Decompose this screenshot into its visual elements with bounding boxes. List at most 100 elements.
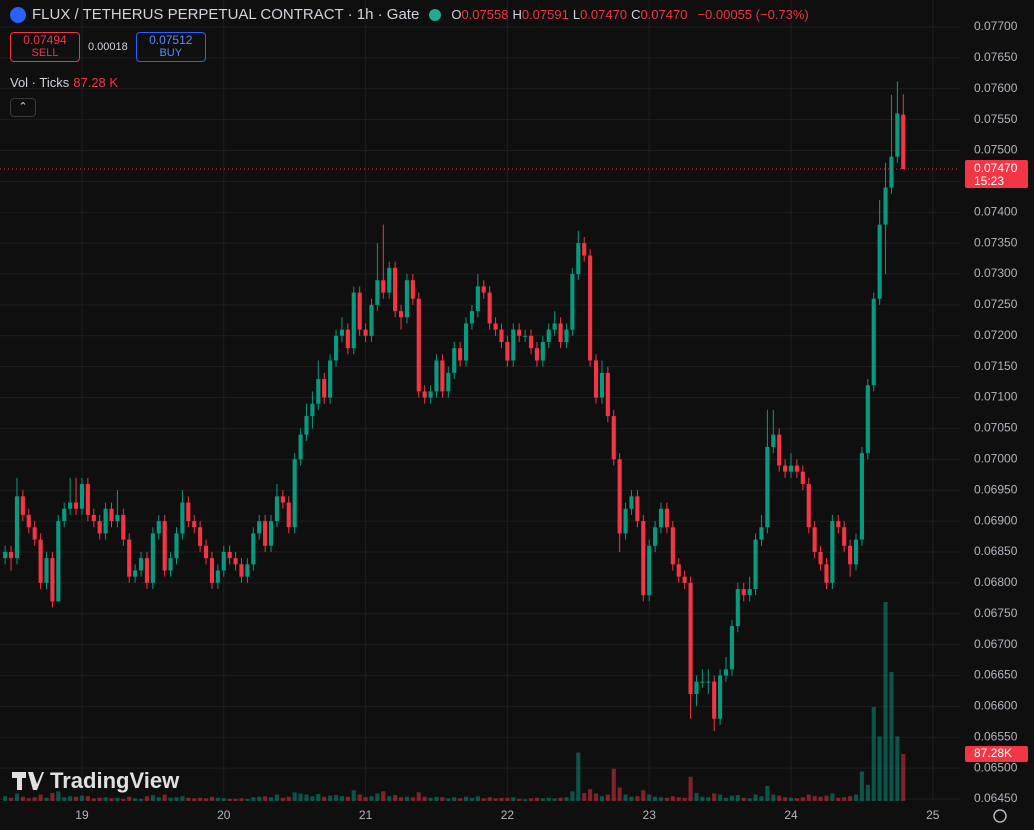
y-tick-label: 0.06650: [974, 668, 1018, 682]
candle-body: [150, 533, 155, 583]
volume-bar: [859, 771, 864, 801]
volume-bar: [458, 798, 463, 801]
candle-body: [558, 323, 563, 342]
volume-bar: [676, 797, 681, 801]
candle-body: [564, 329, 569, 342]
candle-body: [818, 551, 823, 565]
volume-bar: [588, 789, 593, 801]
volume-bar: [605, 794, 610, 801]
candle-body: [588, 255, 593, 361]
candle-body: [292, 459, 297, 528]
x-tick-label: 22: [501, 808, 515, 822]
candle-body: [493, 323, 498, 330]
volume-bar: [694, 792, 699, 801]
candle-body: [523, 335, 528, 337]
volume-tag: [965, 746, 1028, 763]
volume-bar: [422, 796, 427, 801]
candle-body: [842, 527, 847, 546]
volume-bar: [700, 796, 705, 801]
volume-bar: [215, 797, 220, 801]
volume-bar: [387, 796, 392, 801]
volume-legend-label: Vol · Ticks: [10, 75, 70, 90]
sell-button[interactable]: 0.07494 SELL: [10, 32, 80, 62]
volume-bar: [481, 798, 486, 801]
volume-bar: [127, 796, 132, 801]
volume-bar: [883, 602, 888, 801]
volume-bar: [635, 796, 640, 801]
volume-bar: [818, 796, 823, 801]
buy-button[interactable]: 0.07512 BUY: [135, 32, 206, 62]
volume-bar: [257, 796, 262, 801]
volume-bar: [251, 797, 256, 801]
volume-bar: [718, 794, 723, 801]
volume-bar: [156, 797, 161, 801]
volume-bar: [452, 797, 457, 801]
x-tick-label: 20: [217, 808, 231, 822]
candle-body: [582, 243, 587, 256]
candle-body: [375, 280, 380, 305]
volume-bar: [68, 796, 73, 801]
y-tick-label: 0.07500: [974, 143, 1018, 157]
y-tick-label: 0.07050: [974, 421, 1018, 435]
volume-bar: [3, 796, 8, 801]
volume-bar: [304, 794, 309, 801]
volume-bar: [475, 796, 480, 801]
volume-bar: [599, 796, 604, 801]
candle-body: [481, 286, 486, 293]
volume-legend-value: 87.28 K: [73, 75, 119, 90]
candle-body: [664, 508, 669, 528]
volume-bar: [534, 797, 539, 801]
candle-body: [812, 527, 817, 552]
candle-body: [268, 521, 274, 546]
collapse-button[interactable]: ⌃: [10, 98, 36, 117]
candle-body: [8, 551, 14, 559]
candle-body: [162, 521, 167, 571]
volume-bar: [735, 795, 740, 801]
volume-bar: [333, 795, 339, 801]
y-tick-label: 0.07650: [974, 50, 1018, 64]
candle-body: [440, 360, 445, 392]
candle-body: [156, 521, 161, 534]
volume-bar: [138, 798, 144, 801]
volume-bar: [629, 796, 634, 801]
symbol-title[interactable]: FLUX / TETHERUS PERPETUAL CONTRACT · 1h …: [32, 6, 420, 23]
y-tick-label: 0.07200: [974, 328, 1018, 342]
candle-body: [32, 527, 37, 540]
volume-bar: [133, 798, 138, 801]
candle-body: [85, 484, 90, 515]
volume-bar: [292, 792, 297, 801]
volume-bar: [8, 797, 14, 801]
candle-body: [328, 360, 333, 398]
candle-body: [653, 527, 658, 546]
y-tick-label: 0.07300: [974, 266, 1018, 280]
candle-body: [286, 502, 291, 528]
candle-body: [848, 545, 853, 565]
candle-body: [20, 496, 25, 515]
volume-bar: [115, 797, 120, 801]
candle-body: [203, 545, 209, 559]
candle-body: [404, 280, 410, 318]
volume-bar: [351, 790, 356, 801]
candle-body: [14, 496, 20, 559]
candle-body: [723, 669, 729, 676]
volume-bar: [50, 792, 55, 801]
volume-bar: [806, 794, 811, 801]
candle-body: [676, 564, 681, 577]
volume-bar: [91, 798, 96, 801]
volume-bar: [168, 797, 173, 801]
candle-body: [753, 539, 758, 590]
candle-body: [593, 360, 599, 398]
volume-bar: [723, 797, 729, 801]
candle-body: [771, 434, 776, 447]
candle-body: [221, 551, 226, 571]
candle-body: [452, 348, 457, 373]
candle-body: [517, 329, 522, 336]
volume-bar: [369, 796, 374, 801]
candle-body: [62, 508, 67, 522]
volume-bar: [393, 795, 398, 801]
candle-body: [570, 274, 575, 330]
y-tick-label: 0.06600: [974, 699, 1018, 713]
volume-bar: [310, 796, 315, 801]
candle-body: [26, 514, 31, 528]
volume-bar: [812, 796, 817, 801]
